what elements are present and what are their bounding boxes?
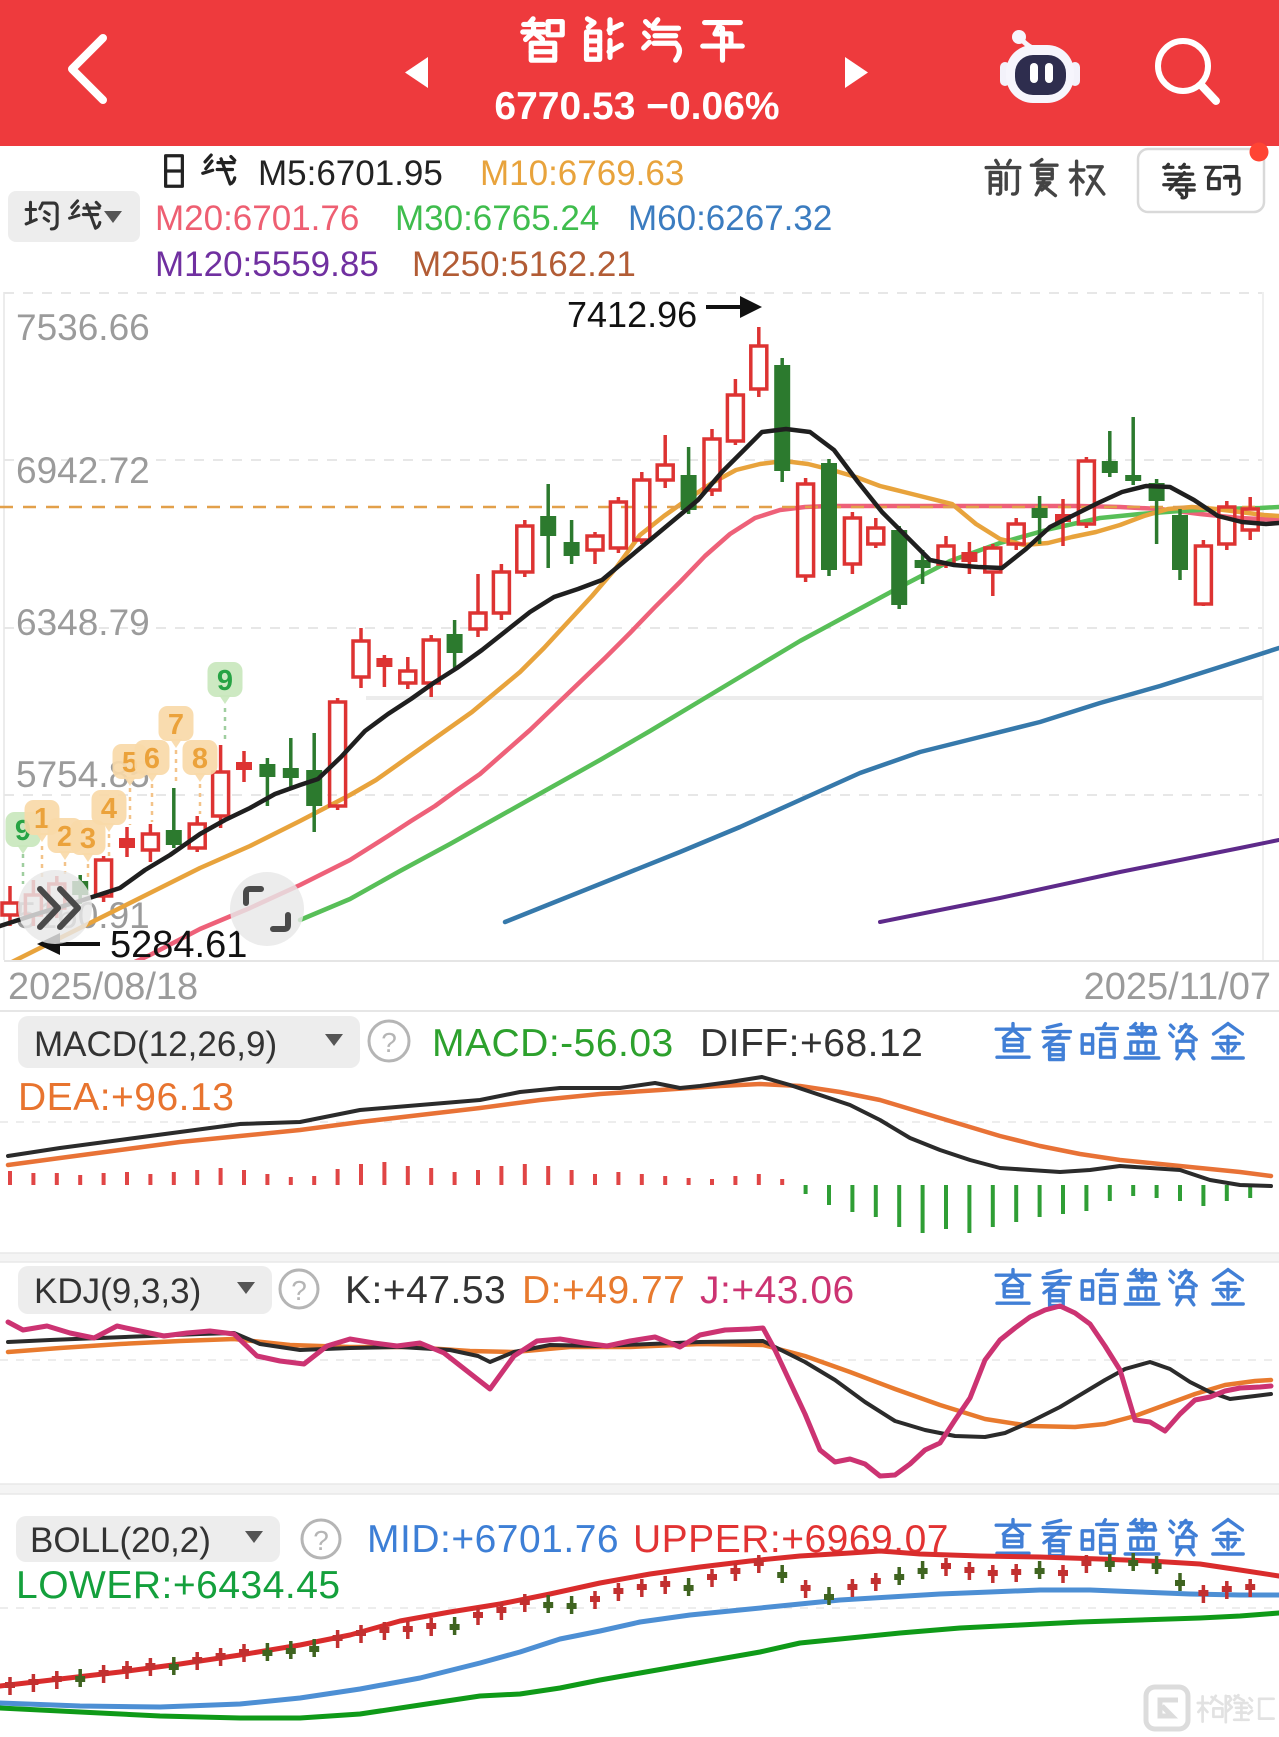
svg-text:M20:6701.76: M20:6701.76 [155,199,359,238]
svg-text:MID:+6701.76: MID:+6701.76 [367,1518,619,1561]
svg-text:9: 9 [217,665,233,697]
svg-text:K:+47.53: K:+47.53 [345,1269,506,1312]
svg-text:M5:6701.95: M5:6701.95 [258,154,443,193]
svg-text:J:+43.06: J:+43.06 [700,1269,855,1312]
svg-text:M10:6769.63: M10:6769.63 [480,154,684,193]
svg-text:6348.79: 6348.79 [16,602,150,643]
svg-text:6770.53 −0.06%: 6770.53 −0.06% [494,85,779,128]
svg-text:MACD(12,26,9): MACD(12,26,9) [34,1025,277,1064]
svg-text:2025/08/18: 2025/08/18 [8,966,198,1008]
svg-text:5: 5 [122,747,138,779]
svg-text:3: 3 [80,823,96,855]
svg-text:5284.61: 5284.61 [110,924,247,966]
svg-text:7412.96: 7412.96 [567,294,697,335]
svg-text:?: ? [381,1027,397,1058]
svg-text:KDJ(9,3,3): KDJ(9,3,3) [34,1272,201,1311]
svg-text:BOLL(20,2): BOLL(20,2) [30,1521,211,1560]
svg-text:7: 7 [168,709,184,741]
svg-text:?: ? [291,1275,307,1306]
svg-text:2: 2 [57,821,73,853]
svg-text:?: ? [313,1525,329,1556]
svg-text:1: 1 [34,803,50,835]
svg-text:M30:6765.24: M30:6765.24 [395,199,599,238]
svg-text:4: 4 [101,793,117,825]
svg-text:M250:5162.21: M250:5162.21 [412,245,636,284]
svg-text:DIFF:+68.12: DIFF:+68.12 [700,1022,923,1065]
svg-text:8: 8 [192,743,208,775]
svg-text:M60:6267.32: M60:6267.32 [628,199,832,238]
svg-text:M120:5559.85: M120:5559.85 [155,245,379,284]
svg-text:2025/11/07: 2025/11/07 [1084,966,1271,1008]
svg-text:6942.72: 6942.72 [16,450,150,491]
svg-text:LOWER:+6434.45: LOWER:+6434.45 [16,1564,341,1607]
svg-text:D:+49.77: D:+49.77 [522,1269,685,1312]
svg-text:6: 6 [144,743,160,775]
svg-text:7536.66: 7536.66 [16,307,150,348]
svg-text:DEA:+96.13: DEA:+96.13 [18,1076,234,1119]
svg-text:MACD:-56.03: MACD:-56.03 [432,1022,674,1065]
